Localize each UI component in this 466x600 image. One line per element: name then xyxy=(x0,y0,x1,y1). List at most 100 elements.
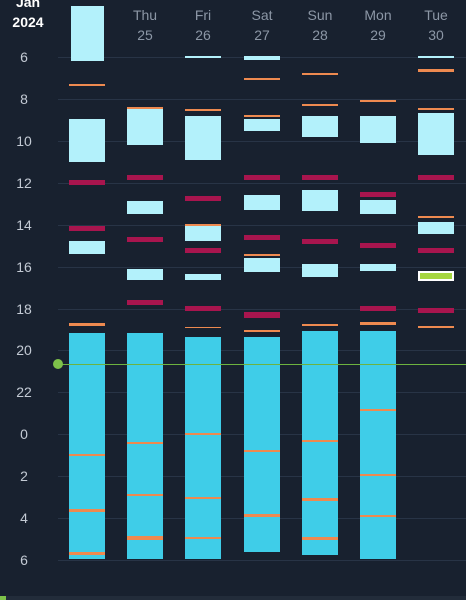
orange-marker[interactable] xyxy=(418,108,454,110)
orange-marker[interactable] xyxy=(185,497,221,499)
day-header-sat[interactable]: Sat 27 xyxy=(233,0,291,48)
orange-marker[interactable] xyxy=(302,440,338,442)
orange-marker[interactable] xyxy=(185,224,221,226)
bottom-bar xyxy=(0,596,466,600)
light-block[interactable] xyxy=(302,264,338,277)
sleep-block[interactable] xyxy=(244,337,280,552)
orange-marker[interactable] xyxy=(244,254,280,256)
sleep-block[interactable] xyxy=(185,337,221,559)
orange-marker[interactable] xyxy=(418,326,454,328)
day-header-fri[interactable]: Fri 26 xyxy=(174,0,232,48)
light-block[interactable] xyxy=(69,241,105,254)
selected-block[interactable] xyxy=(418,271,454,281)
orange-marker[interactable] xyxy=(360,515,396,517)
magenta-marker[interactable] xyxy=(244,312,280,318)
light-block[interactable] xyxy=(244,258,280,272)
hour-label: 10 xyxy=(16,133,32,149)
light-block[interactable] xyxy=(302,190,338,211)
hour-label: 12 xyxy=(16,175,32,191)
light-block[interactable] xyxy=(302,116,338,137)
orange-marker[interactable] xyxy=(302,498,338,501)
light-block[interactable] xyxy=(244,195,280,210)
hour-label: 2 xyxy=(20,468,28,484)
light-block[interactable] xyxy=(360,200,396,214)
magenta-marker[interactable] xyxy=(360,306,396,311)
magenta-marker[interactable] xyxy=(69,226,105,231)
light-block[interactable] xyxy=(244,56,280,60)
day-header-tue[interactable]: Tue 30 xyxy=(407,0,465,48)
orange-marker[interactable] xyxy=(69,84,105,86)
day-date: 25 xyxy=(137,27,153,43)
orange-marker[interactable] xyxy=(360,409,396,411)
light-block[interactable] xyxy=(418,56,454,58)
magenta-marker[interactable] xyxy=(127,300,163,305)
orange-marker[interactable] xyxy=(418,69,454,72)
orange-marker[interactable] xyxy=(127,107,163,109)
orange-marker[interactable] xyxy=(244,78,280,80)
orange-marker[interactable] xyxy=(302,324,338,326)
orange-marker[interactable] xyxy=(185,327,221,328)
magenta-marker[interactable] xyxy=(69,180,105,185)
light-block[interactable] xyxy=(127,269,163,280)
orange-marker[interactable] xyxy=(244,514,280,517)
light-block[interactable] xyxy=(70,6,104,61)
light-block[interactable] xyxy=(185,56,221,58)
magenta-marker[interactable] xyxy=(244,175,280,180)
hour-label: 8 xyxy=(20,91,28,107)
orange-marker[interactable] xyxy=(360,322,396,325)
light-block[interactable] xyxy=(185,226,221,241)
light-block[interactable] xyxy=(418,113,454,155)
orange-marker[interactable] xyxy=(302,537,338,540)
orange-marker[interactable] xyxy=(69,552,105,555)
light-block[interactable] xyxy=(127,201,163,214)
orange-marker[interactable] xyxy=(69,323,105,326)
magenta-marker[interactable] xyxy=(360,192,396,197)
sleep-block[interactable] xyxy=(127,333,163,559)
light-block[interactable] xyxy=(244,119,280,131)
orange-marker[interactable] xyxy=(127,442,163,444)
light-block[interactable] xyxy=(360,264,396,271)
magenta-marker[interactable] xyxy=(127,237,163,242)
day-header-thu[interactable]: Thu 25 xyxy=(116,0,174,48)
orange-marker[interactable] xyxy=(302,73,338,75)
sleep-block[interactable] xyxy=(360,331,396,559)
light-block[interactable] xyxy=(360,116,396,143)
light-block[interactable] xyxy=(185,274,221,280)
day-date: 26 xyxy=(195,27,211,43)
orange-marker[interactable] xyxy=(360,100,396,102)
magenta-marker[interactable] xyxy=(418,308,454,313)
sleep-block[interactable] xyxy=(302,331,338,555)
magenta-marker[interactable] xyxy=(185,196,221,201)
magenta-marker[interactable] xyxy=(302,239,338,244)
orange-marker[interactable] xyxy=(244,450,280,452)
orange-marker[interactable] xyxy=(244,115,280,117)
magenta-marker[interactable] xyxy=(244,235,280,240)
orange-marker[interactable] xyxy=(185,537,221,539)
light-block[interactable] xyxy=(418,222,454,234)
hour-gridline xyxy=(58,309,466,310)
light-block[interactable] xyxy=(69,119,105,162)
orange-marker[interactable] xyxy=(127,536,163,540)
light-block[interactable] xyxy=(127,109,163,145)
day-header-mon[interactable]: Mon 29 xyxy=(349,0,407,48)
orange-marker[interactable] xyxy=(69,509,105,512)
light-block[interactable] xyxy=(185,116,221,160)
orange-marker[interactable] xyxy=(127,494,163,496)
orange-marker[interactable] xyxy=(185,433,221,435)
magenta-marker[interactable] xyxy=(185,306,221,311)
magenta-marker[interactable] xyxy=(302,175,338,180)
sleep-block[interactable] xyxy=(69,333,105,559)
orange-marker[interactable] xyxy=(418,216,454,218)
day-header-sun[interactable]: Sun 28 xyxy=(291,0,349,48)
day-name: Mon xyxy=(364,7,392,23)
magenta-marker[interactable] xyxy=(418,248,454,253)
orange-marker[interactable] xyxy=(244,330,280,332)
orange-marker[interactable] xyxy=(69,454,105,456)
magenta-marker[interactable] xyxy=(418,175,454,180)
orange-marker[interactable] xyxy=(360,474,396,476)
magenta-marker[interactable] xyxy=(127,175,163,180)
magenta-marker[interactable] xyxy=(185,248,221,253)
orange-marker[interactable] xyxy=(185,109,221,111)
orange-marker[interactable] xyxy=(302,104,338,106)
magenta-marker[interactable] xyxy=(360,243,396,248)
